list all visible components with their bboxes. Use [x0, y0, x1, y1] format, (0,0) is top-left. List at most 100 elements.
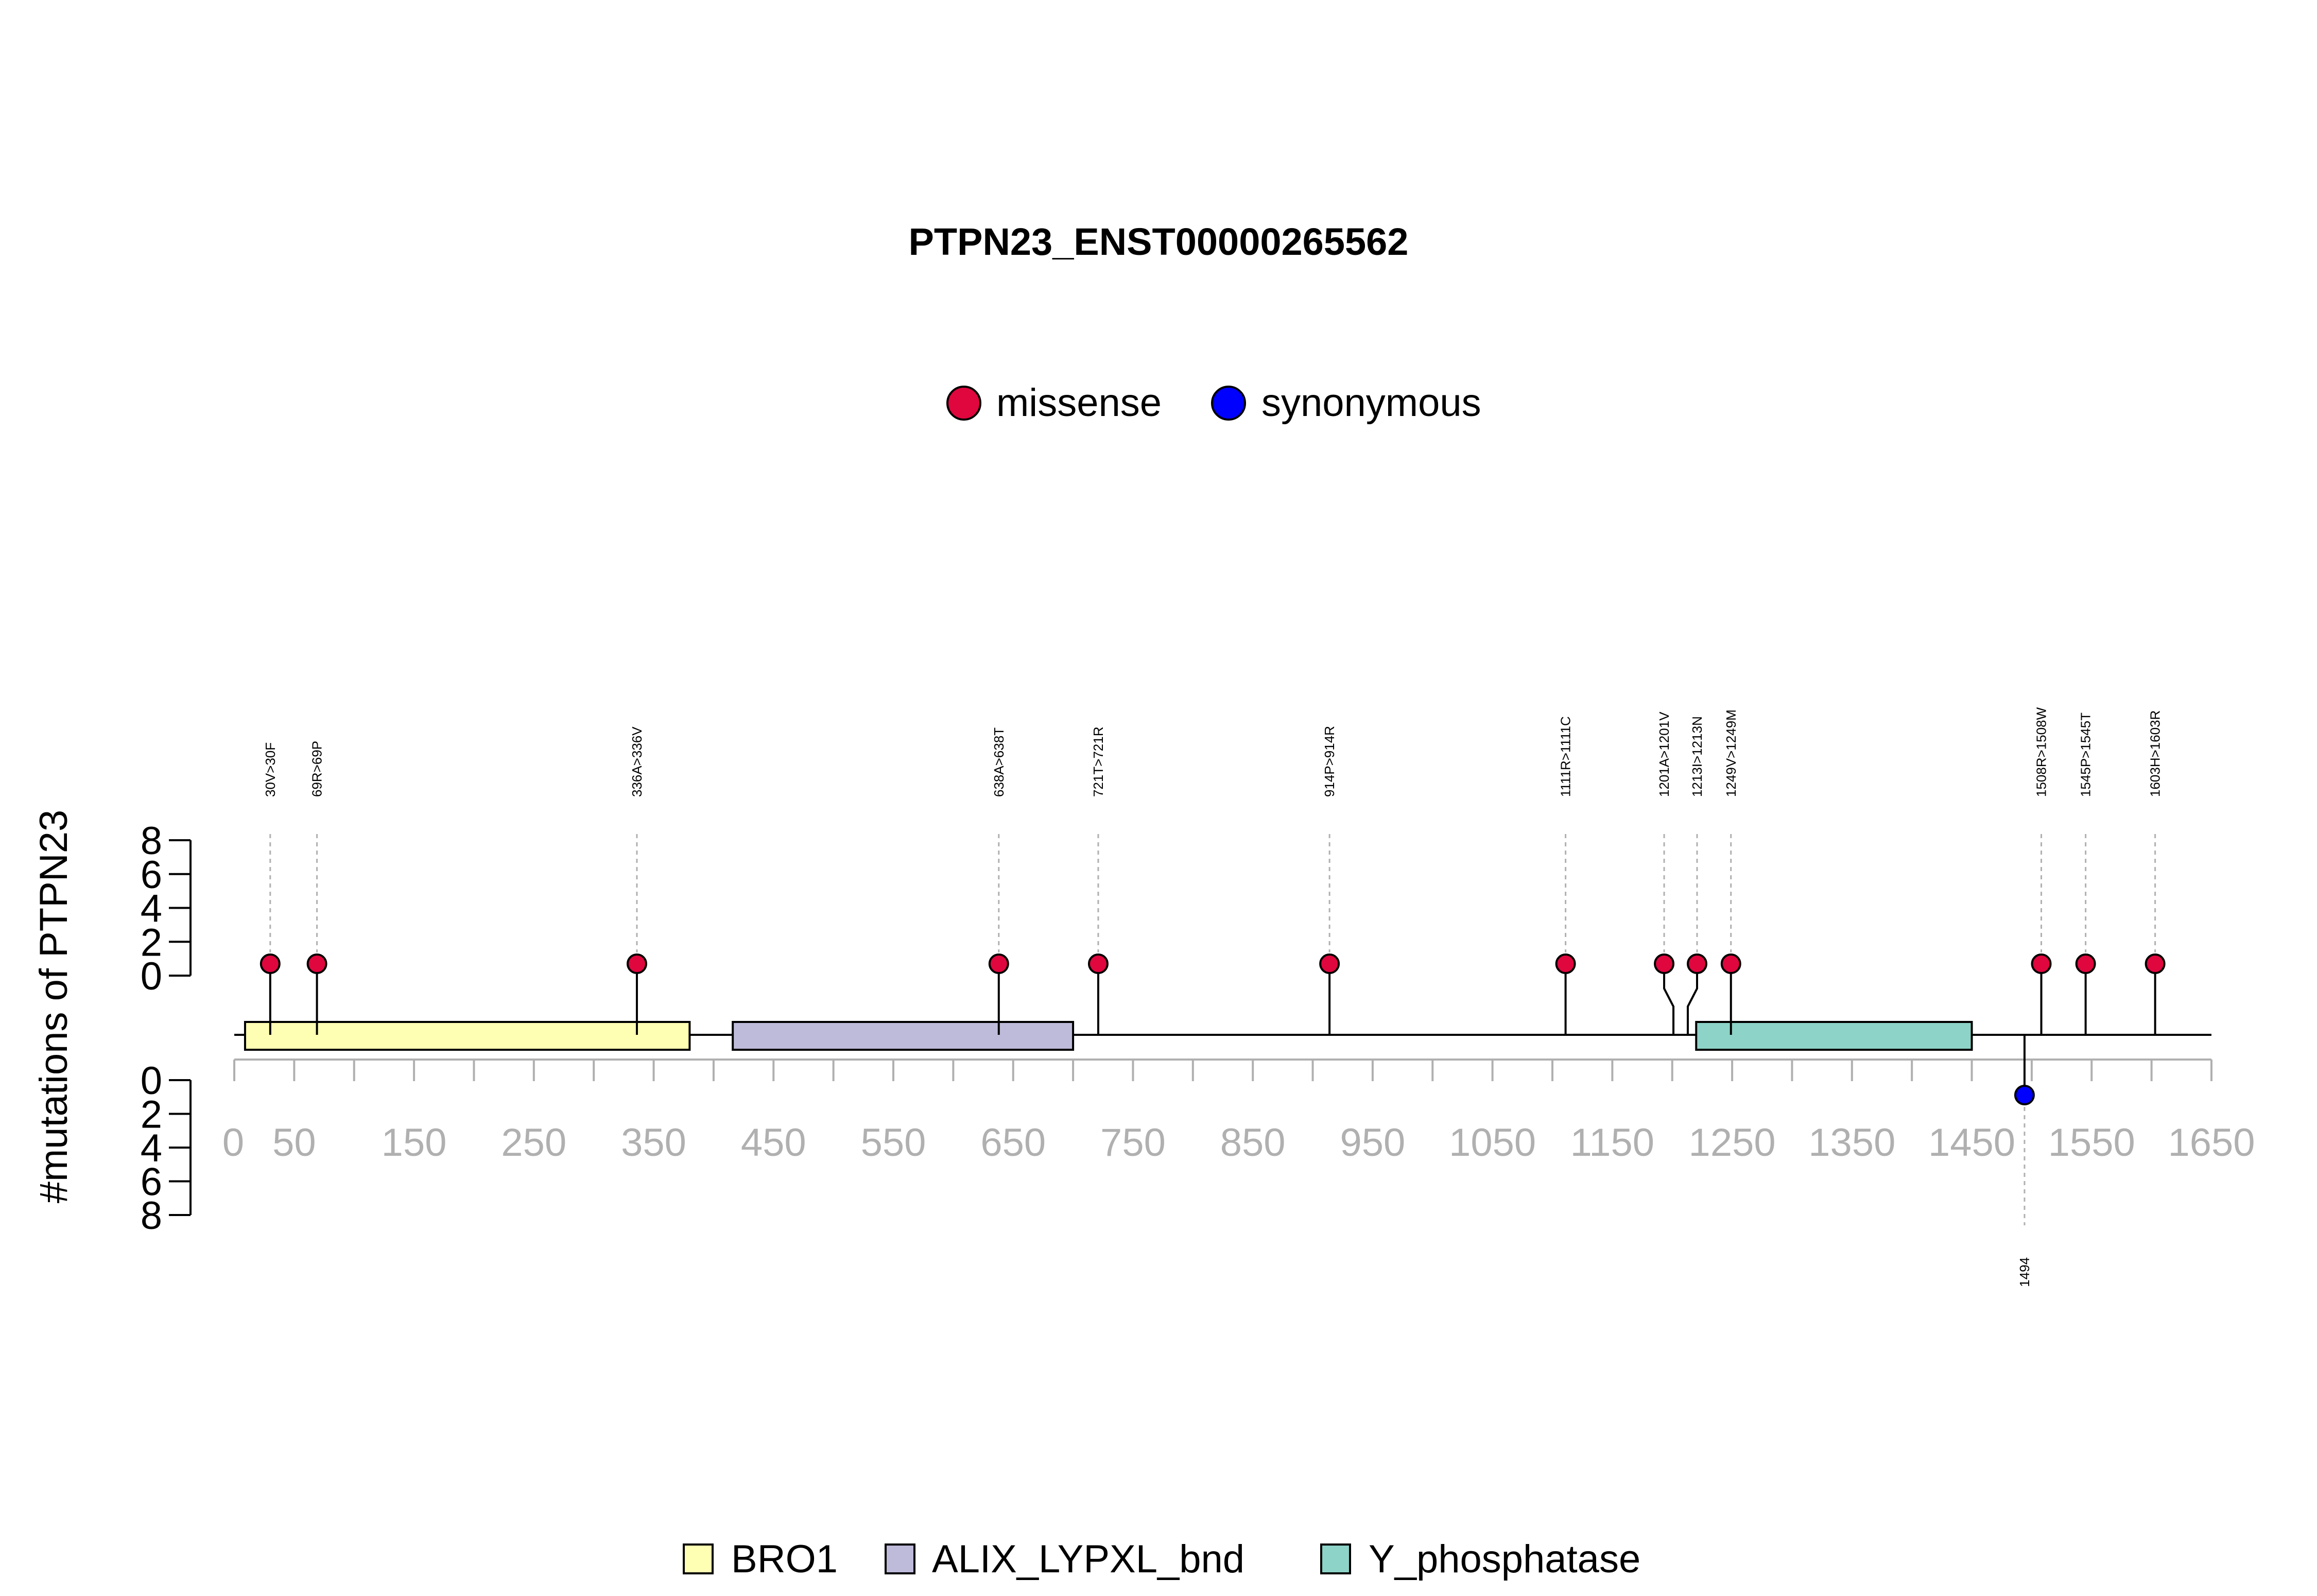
mutation-head — [2145, 953, 2166, 974]
legend-marker-synonymous — [1211, 386, 1246, 421]
mutation-head — [1654, 953, 1675, 974]
x-tick-label: 250 — [501, 1121, 566, 1165]
x-tick-label: 0 — [222, 1121, 244, 1165]
mutation-head — [260, 953, 281, 974]
mutation-stem — [1686, 964, 1698, 1035]
mutation-30V>30F: 30V>30F — [260, 742, 281, 1035]
mutation-head — [1720, 953, 1741, 974]
mutation-lollipops: 30V>30F 69R>69P 336A>336V 638A>638T 721T>721… — [260, 707, 2166, 1287]
y-axis-bottom-tick-label: 4 — [141, 1126, 162, 1170]
mutation-label: 1201A>1201V — [1656, 712, 1672, 797]
domain-legend: BRO1 ALIX_LYPXL_bnd Y_phosphatase — [683, 1537, 1640, 1581]
mutation-914P>914R: 914P>914R — [1319, 726, 1340, 1035]
domain-legend-label: BRO1 — [731, 1537, 838, 1581]
mutation-label: 1249V>1249M — [1723, 709, 1739, 797]
legend-marker-missense — [946, 386, 981, 421]
mutation-label: 30V>30F — [263, 742, 278, 797]
mutation-638A>638T: 638A>638T — [988, 727, 1009, 1035]
domain-legend-label: ALIX_LYPXL_bnd — [932, 1537, 1244, 1581]
mutation-head — [626, 953, 647, 974]
x-tick-label: 1050 — [1449, 1121, 1536, 1165]
domain-legend-swatch — [683, 1543, 714, 1574]
y-axis-bottom-tick-label: 8 — [141, 1194, 162, 1238]
mutation-label: 1508R>1508W — [2034, 707, 2049, 797]
x-tick-label: 1250 — [1689, 1121, 1776, 1165]
y-axis-bottom-tick-label: 6 — [141, 1160, 162, 1204]
x-tick-label: 50 — [272, 1121, 316, 1165]
mutation-label: 638A>638T — [991, 727, 1007, 797]
mutation-label: 1545P>1545T — [2078, 713, 2094, 797]
x-tick-label: 1150 — [1570, 1121, 1654, 1165]
mutation-label: 721T>721R — [1091, 726, 1106, 797]
y-axis-top-tick-label: 6 — [141, 853, 162, 897]
y-axis-top-tick-label: 8 — [141, 819, 162, 863]
mutation-label: 914P>914R — [1322, 726, 1337, 797]
mutation-1213I>1213N: 1213I>1213N — [1686, 716, 1707, 1035]
mutation-1494: 1494 — [2014, 1035, 2035, 1287]
mutation-head — [2031, 953, 2052, 974]
mutation-336A>336V: 336A>336V — [626, 726, 647, 1035]
domain-legend-swatch — [1320, 1543, 1351, 1574]
domain-ALIX_LYPXL_bnd — [732, 1021, 1075, 1051]
x-tick-label: 450 — [741, 1121, 806, 1165]
domain-legend-item-Y_phosphatase: Y_phosphatase — [1320, 1537, 1640, 1581]
domain-legend-label: Y_phosphatase — [1369, 1537, 1640, 1581]
mutation-1249V>1249M: 1249V>1249M — [1720, 709, 1741, 1035]
mutation-1111R>1111C: 1111R>1111C — [1555, 716, 1576, 1035]
legend-label-missense: missense — [996, 381, 1162, 425]
y-axis-top-tick-label: 0 — [141, 955, 162, 998]
x-tick-label: 750 — [1100, 1121, 1166, 1165]
mutation-head — [1319, 953, 1340, 974]
mutation-label: 69R>69P — [309, 741, 325, 797]
domain-legend-swatch — [885, 1543, 915, 1574]
mutation-label: 336A>336V — [629, 726, 645, 797]
x-tick-label: 1350 — [1808, 1121, 1895, 1165]
mutation-label: 1494 — [2017, 1257, 2032, 1287]
mutation-head — [988, 953, 1009, 974]
mutation-head — [1555, 953, 1576, 974]
mutation-label: 1213I>1213N — [1689, 716, 1705, 797]
mutation-1545P>1545T: 1545P>1545T — [2075, 713, 2096, 1035]
y-axis-top-tick-label: 2 — [141, 921, 162, 964]
x-tick-label: 550 — [861, 1121, 926, 1165]
mutation-stem — [1663, 964, 1675, 1035]
protein-domains — [244, 1021, 1973, 1051]
mutation-label: 1111R>1111C — [1558, 716, 1574, 797]
chart-title: PTPN23_ENST00000265562 — [909, 220, 1409, 263]
x-tick-label: 150 — [382, 1121, 447, 1165]
y-axis-bottom-tick-label: 2 — [141, 1093, 162, 1137]
x-tick-label: 650 — [980, 1121, 1046, 1165]
mutation-1603H>1603R: 1603H>1603R — [2145, 710, 2166, 1035]
mutation-label: 1603H>1603R — [2148, 710, 2163, 797]
mutation-1508R>1508W: 1508R>1508W — [2031, 707, 2052, 1035]
x-tick-label: 950 — [1340, 1121, 1406, 1165]
x-tick-label: 1650 — [2168, 1121, 2255, 1165]
mutation-1201A>1201V: 1201A>1201V — [1654, 712, 1675, 1035]
x-axis: 0 50 150 250 350 450 550 650 750 850 950 1050 1150 12… — [222, 1059, 2255, 1165]
mutation-721T>721R: 721T>721R — [1087, 726, 1109, 1035]
domain-legend-item-BRO1: BRO1 — [683, 1537, 838, 1581]
mutation-head — [306, 953, 327, 974]
x-tick-label: 1450 — [1928, 1121, 2015, 1165]
x-tick-label: 350 — [621, 1121, 686, 1165]
y-axis-bottom-tick-label: 0 — [141, 1059, 162, 1103]
mutation-head — [2014, 1085, 2035, 1105]
mutation-head — [1087, 953, 1109, 974]
domain-Y_phosphatase — [1695, 1021, 1973, 1051]
domain-BRO1 — [244, 1021, 691, 1051]
x-tick-label: 1550 — [2048, 1121, 2135, 1165]
x-tick-label: 850 — [1220, 1121, 1286, 1165]
y-axis-top-tick-label: 4 — [141, 887, 162, 931]
mutation-head — [2075, 953, 2096, 974]
mutation-type-legend: missense synonymous — [946, 381, 1481, 425]
legend-label-synonymous: synonymous — [1261, 381, 1481, 425]
mutation-69R>69P: 69R>69P — [306, 741, 327, 1035]
mutation-head — [1686, 953, 1707, 974]
legend-item-synonymous: synonymous — [1211, 381, 1481, 425]
y-axis-label: #mutations of PTPN23 — [32, 810, 76, 1204]
legend-item-missense: missense — [946, 381, 1162, 425]
